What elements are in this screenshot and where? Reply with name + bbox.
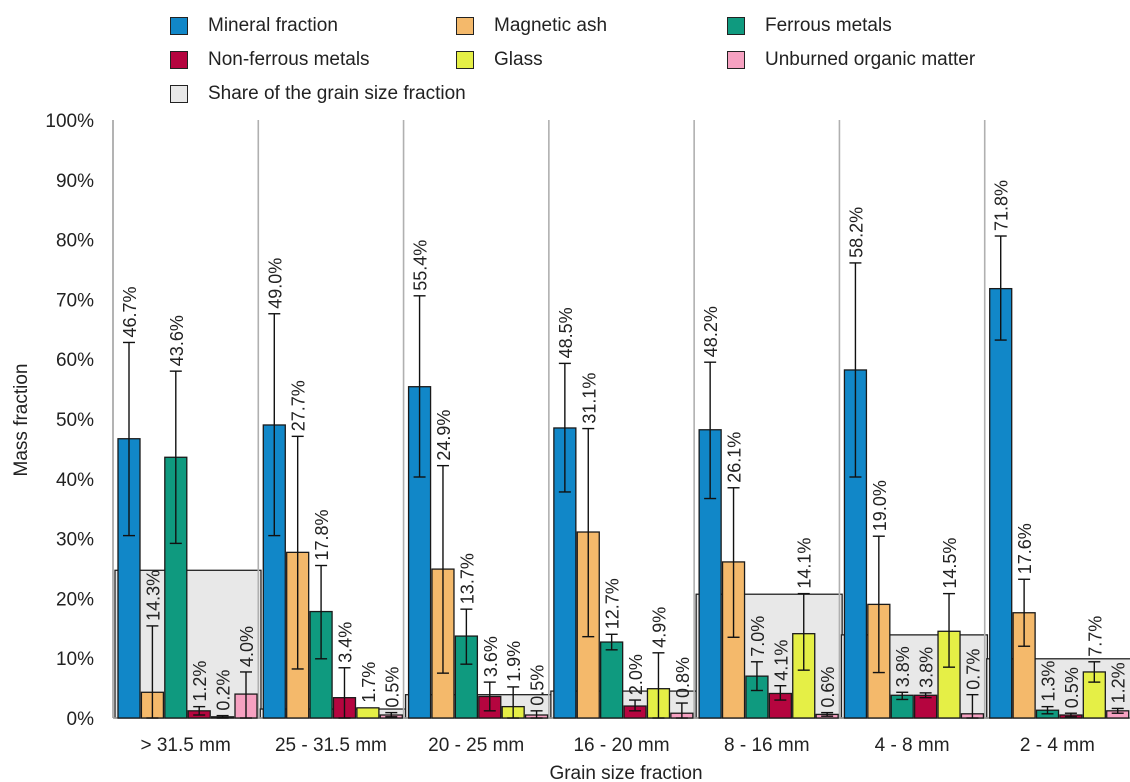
data-label: 55.4%	[411, 240, 431, 291]
data-label: 3.8%	[893, 646, 913, 687]
x-tick-label: 25 - 31.5 mm	[275, 735, 387, 756]
data-label: 0.5%	[528, 665, 548, 706]
data-label: 7.0%	[748, 616, 768, 657]
y-tick-label: 50%	[56, 410, 94, 431]
data-label: 46.7%	[120, 286, 140, 337]
data-label: 1.2%	[1109, 662, 1129, 703]
legend-swatch-glass	[456, 51, 474, 69]
legend-swatch-non-ferrous-metals	[170, 51, 188, 69]
data-label: 19.0%	[870, 480, 890, 531]
data-label: 7.7%	[1085, 616, 1105, 657]
y-tick-label: 0%	[67, 709, 95, 730]
data-label: 1.2%	[190, 661, 210, 702]
legend-label: Share of the grain size fraction	[208, 83, 466, 104]
data-label: 4.9%	[650, 607, 670, 648]
legend-label: Mineral fraction	[208, 15, 338, 36]
data-labels: 46.7% 49.0% 55.4% 48.5% 48.2% 58.2% 71.8% 14.3%…	[120, 180, 1129, 711]
legend-swatch-magnetic-ash	[456, 17, 474, 35]
data-label: 17.6%	[1015, 523, 1035, 574]
x-tick-label: 8 - 16 mm	[724, 735, 810, 756]
bar	[600, 641, 624, 719]
x-tick-label: 4 - 8 mm	[875, 735, 950, 756]
legend-swatch-ferrous-metals	[727, 17, 745, 35]
data-label: 0.2%	[214, 670, 234, 711]
bar	[989, 287, 1013, 719]
data-label: 58.2%	[846, 207, 866, 258]
data-label: 0.7%	[963, 649, 983, 690]
data-label: 4.0%	[237, 626, 257, 667]
data-label: 49.0%	[265, 258, 285, 309]
x-tick-label: 16 - 20 mm	[573, 735, 669, 756]
tick-labels: 0% 10% 20% 30% 40% 50% 60% 70% 80% 90% 100% > 31.5 …	[45, 111, 1094, 756]
data-label: 4.1%	[771, 640, 791, 681]
data-label: 1.7%	[359, 662, 379, 703]
x-tick-label: 20 - 25 mm	[428, 735, 524, 756]
y-tick-label: 80%	[56, 231, 94, 252]
legend-label: Glass	[494, 49, 543, 70]
y-tick-label: 30%	[56, 530, 94, 551]
data-label: 71.8%	[992, 180, 1012, 231]
legend-label: Ferrous metals	[765, 15, 892, 36]
data-label: 0.5%	[1062, 667, 1082, 708]
data-label: 48.5%	[556, 307, 576, 358]
y-axis-label: Mass fraction	[11, 364, 32, 477]
data-label: 31.1%	[579, 373, 599, 424]
y-tick-label: 90%	[56, 171, 94, 192]
group-separators	[257, 120, 986, 718]
data-label: 3.8%	[917, 647, 937, 688]
data-label: 17.8%	[312, 509, 332, 560]
data-label: 26.1%	[725, 432, 745, 483]
data-label: 27.7%	[289, 380, 309, 431]
data-label: 14.3%	[143, 570, 163, 621]
data-label: 3.6%	[481, 636, 501, 677]
data-label: 0.8%	[673, 657, 693, 698]
legend-swatch-unburned-organic-matter	[727, 51, 745, 69]
legend-swatch-share	[170, 85, 188, 103]
data-label: 3.4%	[336, 622, 356, 663]
data-label: 0.5%	[382, 667, 402, 708]
error-bars	[123, 235, 1124, 719]
data-label: 1.3%	[1039, 661, 1059, 702]
data-label: 14.1%	[795, 538, 815, 589]
data-label: 13.7%	[457, 553, 477, 604]
bar	[913, 694, 938, 719]
x-axis-label: Grain size fraction	[549, 763, 702, 782]
data-label: 0.6%	[818, 667, 838, 708]
y-tick-label: 70%	[56, 290, 94, 311]
legend-label: Unburned organic matter	[765, 49, 976, 70]
data-label: 24.9%	[434, 410, 454, 461]
data-label: 2.0%	[626, 654, 646, 695]
y-tick-label: 10%	[56, 649, 94, 670]
bar	[356, 707, 380, 719]
y-tick-label: 60%	[56, 350, 94, 371]
data-label: 12.7%	[603, 578, 623, 629]
y-tick-label: 100%	[45, 111, 94, 132]
legend-label: Magnetic ash	[494, 15, 608, 36]
x-tick-label: > 31.5 mm	[140, 735, 230, 756]
y-tick-label: 20%	[56, 589, 94, 610]
data-label: 1.9%	[504, 641, 524, 682]
legend-swatch-mineral-fraction	[170, 17, 188, 35]
data-label: 14.5%	[940, 538, 960, 589]
legend-label: Non-ferrous metals	[208, 49, 370, 70]
data-label: 43.6%	[167, 315, 187, 366]
legend: Mineral fraction Magnetic ash Ferrous me…	[0, 0, 1130, 110]
series-bars	[117, 287, 1130, 719]
data-label: 48.2%	[701, 306, 721, 357]
x-tick-label: 2 - 4 mm	[1020, 735, 1095, 756]
y-tick-label: 40%	[56, 470, 94, 491]
